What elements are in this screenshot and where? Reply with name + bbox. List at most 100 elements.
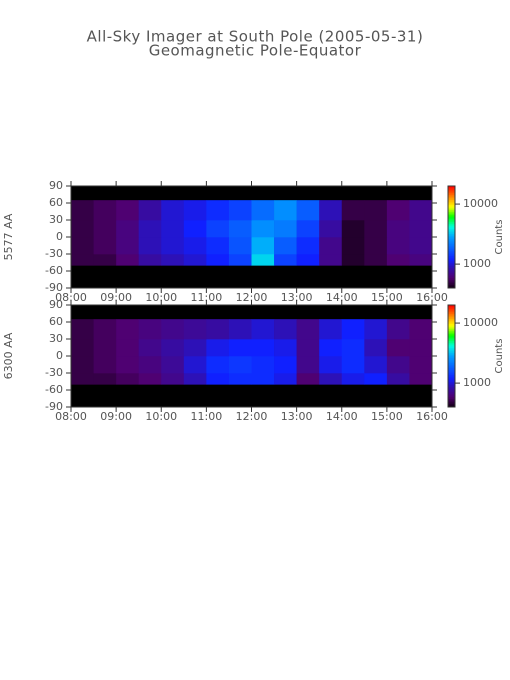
colorbar-step: [448, 378, 455, 381]
heatmap-cell: [296, 254, 320, 266]
colorbar-step: [448, 226, 455, 229]
heatmap-cell: [296, 220, 320, 238]
heatmap-cell: [71, 237, 94, 255]
heatmap-cell: [71, 200, 94, 221]
colorbar-step: [448, 318, 455, 321]
heatmap-cell: [364, 319, 388, 340]
colorbar-step: [448, 337, 455, 340]
heatmap-cell: [71, 373, 94, 385]
colorbar-step: [448, 235, 455, 238]
colorbar-step: [448, 386, 455, 389]
heatmap-cell: [274, 319, 297, 340]
heatmap-cell: [206, 356, 230, 374]
heatmap-cell: [161, 373, 185, 385]
colorbar-step: [448, 325, 455, 328]
heatmap-cell: [251, 319, 275, 340]
colorbar-step: [448, 218, 455, 221]
colorbar-step: [448, 376, 455, 379]
colorbar-step: [448, 250, 455, 253]
heatmap-cell: [296, 200, 320, 221]
colorbar-step: [448, 354, 455, 357]
colorbar-step: [448, 237, 455, 240]
colorbar-step: [448, 269, 455, 272]
heatmap-cell: [274, 254, 297, 266]
heatmap-cell: [93, 237, 117, 255]
heatmap-cell: [206, 220, 230, 238]
heatmap-cell: [386, 220, 410, 238]
heatmap-cell: [116, 373, 139, 385]
y-tick-label: 0: [56, 230, 63, 243]
colorbar-step: [448, 347, 455, 350]
colorbar-frame: [447, 185, 456, 289]
colorbar-step: [448, 245, 455, 248]
y-axis-label: 5577 AA: [2, 213, 15, 260]
colorbar-step: [448, 247, 455, 250]
heatmap-cell: [364, 339, 388, 357]
x-tick-label: 16:00: [416, 291, 448, 304]
colorbar-step: [448, 277, 455, 280]
heatmap-cell: [364, 200, 388, 221]
colorbar-step: [448, 400, 455, 403]
y-tick-label: -90: [45, 281, 63, 294]
chart-subtitle: Geomagnetic Pole-Equator: [149, 42, 362, 60]
x-tick-label: 13:00: [281, 291, 313, 304]
y-tick-label: 90: [49, 179, 63, 192]
heatmap-cell: [93, 220, 117, 238]
heatmap-cell: [274, 220, 297, 238]
x-tick-label: 14:00: [326, 410, 358, 423]
x-tick-label: 16:00: [416, 410, 448, 423]
colorbar-step: [448, 230, 455, 233]
heatmap-cell: [409, 200, 433, 221]
heatmap-cell: [93, 339, 117, 357]
colorbar-step: [448, 203, 455, 206]
heatmap-cell: [364, 356, 388, 374]
heatmap-cell: [93, 356, 117, 374]
heatmap-cell: [161, 319, 185, 340]
heatmap-cell: [71, 220, 94, 238]
colorbar-step: [448, 391, 455, 394]
colorbar-tick-label: 10000: [463, 316, 498, 329]
colorbar-tick-label: 1000: [463, 257, 491, 270]
colorbar-step: [448, 332, 455, 335]
heatmap-cell: [228, 237, 252, 255]
heatmap-cell: [341, 373, 365, 385]
heatmap-cell: [228, 373, 252, 385]
heatmap-cell: [319, 319, 343, 340]
colorbar-step: [448, 333, 455, 336]
colorbar-step: [448, 383, 455, 386]
colorbar-step: [448, 320, 455, 323]
colorbar-step: [448, 379, 455, 382]
colorbar-step: [448, 201, 455, 204]
colorbar-step: [448, 233, 455, 236]
heatmap-cell: [183, 200, 207, 221]
heatmap-cell: [183, 373, 207, 385]
colorbar-step: [448, 316, 455, 319]
heatmap-cell: [228, 356, 252, 374]
colorbar-step: [448, 204, 455, 207]
colorbar-step: [448, 208, 455, 211]
heatmap-cell: [409, 356, 433, 374]
heatmap-cell: [183, 356, 207, 374]
colorbar-step: [448, 252, 455, 255]
heatmap-cell: [296, 237, 320, 255]
colorbar-step: [448, 403, 455, 406]
x-tick-label: 12:00: [236, 291, 268, 304]
colorbar-step: [448, 350, 455, 353]
colorbar-step: [448, 276, 455, 279]
x-tick-label: 09:00: [100, 410, 132, 423]
heatmap-cell: [138, 339, 162, 357]
colorbar-step: [448, 306, 455, 309]
colorbar-step: [448, 315, 455, 318]
y-tick-label: -60: [45, 264, 63, 277]
colorbar-frame: [447, 304, 456, 408]
heatmap-cell: [296, 356, 320, 374]
colorbar-step: [448, 384, 455, 387]
colorbar-step: [448, 357, 455, 360]
colorbar-step: [448, 284, 455, 287]
heatmap-cell: [364, 237, 388, 255]
colorbar-step: [448, 271, 455, 274]
heatmap-cell: [364, 254, 388, 266]
heatmap-cell: [206, 339, 230, 357]
colorbar-step: [448, 189, 455, 192]
heatmap-cell: [138, 373, 162, 385]
